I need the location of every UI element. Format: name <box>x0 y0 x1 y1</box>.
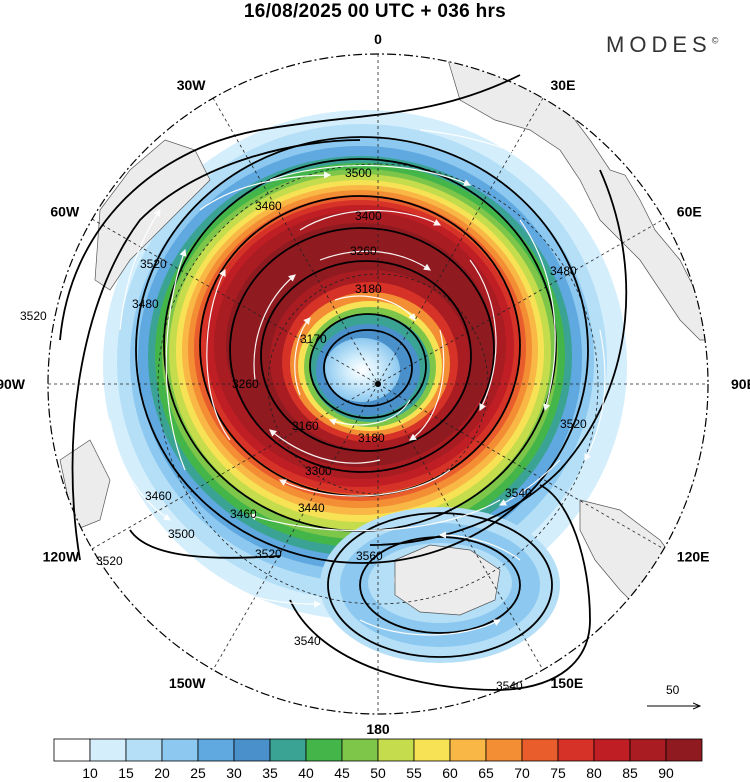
contour-label: 3480 <box>550 264 577 278</box>
colorbar-box <box>161 738 199 762</box>
colorbar-box <box>269 738 307 762</box>
contour-label: 3540 <box>294 634 321 648</box>
map-title: 16/08/2025 00 UTC + 036 hrs <box>243 1 507 22</box>
colorbar-box <box>629 738 667 762</box>
longitude-label: 90E <box>731 376 750 392</box>
colorbar-tick-label: 40 <box>298 765 314 781</box>
contour-label: 3560 <box>356 549 383 563</box>
contour-label: 3260 <box>232 377 259 391</box>
longitude-label: 150E <box>551 675 584 691</box>
contour-label: 3300 <box>305 464 332 478</box>
colorbar-tick-label: 30 <box>226 765 242 781</box>
colorbar-ticks: 10 15 20 25 30 35 40 45 50 55 60 65 70 75 80 85 90 <box>82 765 674 781</box>
contour-label: 3520 <box>20 309 47 323</box>
colorbar-box <box>305 738 343 762</box>
geopotential-contours <box>59 74 628 691</box>
contour-label: 3480 <box>132 297 159 311</box>
colorbar-box <box>197 738 235 762</box>
brand-name: MODES <box>606 32 712 57</box>
contour-label: 3180 <box>355 282 382 296</box>
colorbar-tick-label: 65 <box>478 765 494 781</box>
longitude-label: 60E <box>677 204 702 220</box>
colorbar-box <box>413 738 451 762</box>
colorbar-box <box>89 738 127 762</box>
colorbar-tick-label: 85 <box>622 765 638 781</box>
colorbar-boxes <box>53 738 703 762</box>
colorbar-box <box>521 738 559 762</box>
contour-label: 3170 <box>300 332 327 346</box>
map-disc <box>47 53 709 715</box>
colorbar-tick-label: 15 <box>118 765 134 781</box>
contour-label: 3520 <box>560 417 587 431</box>
contour-label: 3400 <box>355 209 382 223</box>
wind-streamlines <box>109 129 606 671</box>
contour-label: 3440 <box>298 501 325 515</box>
contour-label: 3160 <box>292 419 319 433</box>
longitude-label: 0 <box>374 31 382 47</box>
colorbar-box <box>557 738 595 762</box>
colorbar-tick-label: 50 <box>370 765 386 781</box>
contour-label: 3180 <box>358 431 385 445</box>
wind-reference: 50 <box>647 683 700 706</box>
colorbar-tick-label: 60 <box>442 765 458 781</box>
colorbar-tick-label: 80 <box>586 765 602 781</box>
colorbar-tick-label: 20 <box>154 765 170 781</box>
wind-reference-label: 50 <box>666 683 680 697</box>
contour-label: 3520 <box>96 554 123 568</box>
colorbar-box <box>377 738 415 762</box>
contour-label: 3520 <box>140 257 167 271</box>
contour-label: 3460 <box>230 507 257 521</box>
contour-label: 3540 <box>505 486 532 500</box>
colorbar-box <box>485 738 523 762</box>
colorbar-box <box>125 738 163 762</box>
colorbar-box <box>341 738 379 762</box>
longitude-label: 60W <box>50 204 80 220</box>
colorbar-box <box>233 738 271 762</box>
colorbar-tick-label: 45 <box>334 765 350 781</box>
contour-label: 3460 <box>145 489 172 503</box>
longitude-labels: 0 30E 60E 90E 120E 150E 180 150W 120W 90W 60W 30W <box>0 31 750 737</box>
copyright-mark: © <box>711 35 719 46</box>
colorbar-tick-label: 25 <box>190 765 206 781</box>
contour-label: 3540 <box>496 679 523 693</box>
longitude-label: 90W <box>0 376 26 392</box>
contour-label: 3500 <box>168 527 195 541</box>
longitude-label: 30W <box>177 77 207 93</box>
contour-label: 3260 <box>350 244 377 258</box>
colorbar-box <box>449 738 487 762</box>
longitude-label: 180 <box>366 721 390 737</box>
longitude-label: 150W <box>169 675 206 691</box>
north-pole-marker <box>375 381 381 387</box>
longitude-label: 30E <box>551 77 576 93</box>
coastlines <box>59 59 708 641</box>
colorbar-tick-label: 75 <box>550 765 566 781</box>
colorbar-tick-label: 70 <box>514 765 530 781</box>
contour-label: 3520 <box>255 547 282 561</box>
contour-labels: 3500 3460 3400 3260 3180 3170 3160 3180 … <box>20 166 587 693</box>
colorbar-tick-label: 10 <box>82 765 98 781</box>
brand-logo: MODES© <box>606 32 718 58</box>
colorbar-box <box>665 738 703 762</box>
colorbar-tick-label: 35 <box>262 765 278 781</box>
colorbar-box <box>593 738 631 762</box>
longitude-label: 120E <box>677 549 710 565</box>
longitude-label: 120W <box>43 549 80 565</box>
colorbar-tick-label: 90 <box>658 765 674 781</box>
contour-label: 3460 <box>255 199 282 213</box>
contour-label: 3500 <box>345 166 372 180</box>
colorbar-tick-label: 55 <box>406 765 422 781</box>
colorbar-box <box>53 738 91 762</box>
